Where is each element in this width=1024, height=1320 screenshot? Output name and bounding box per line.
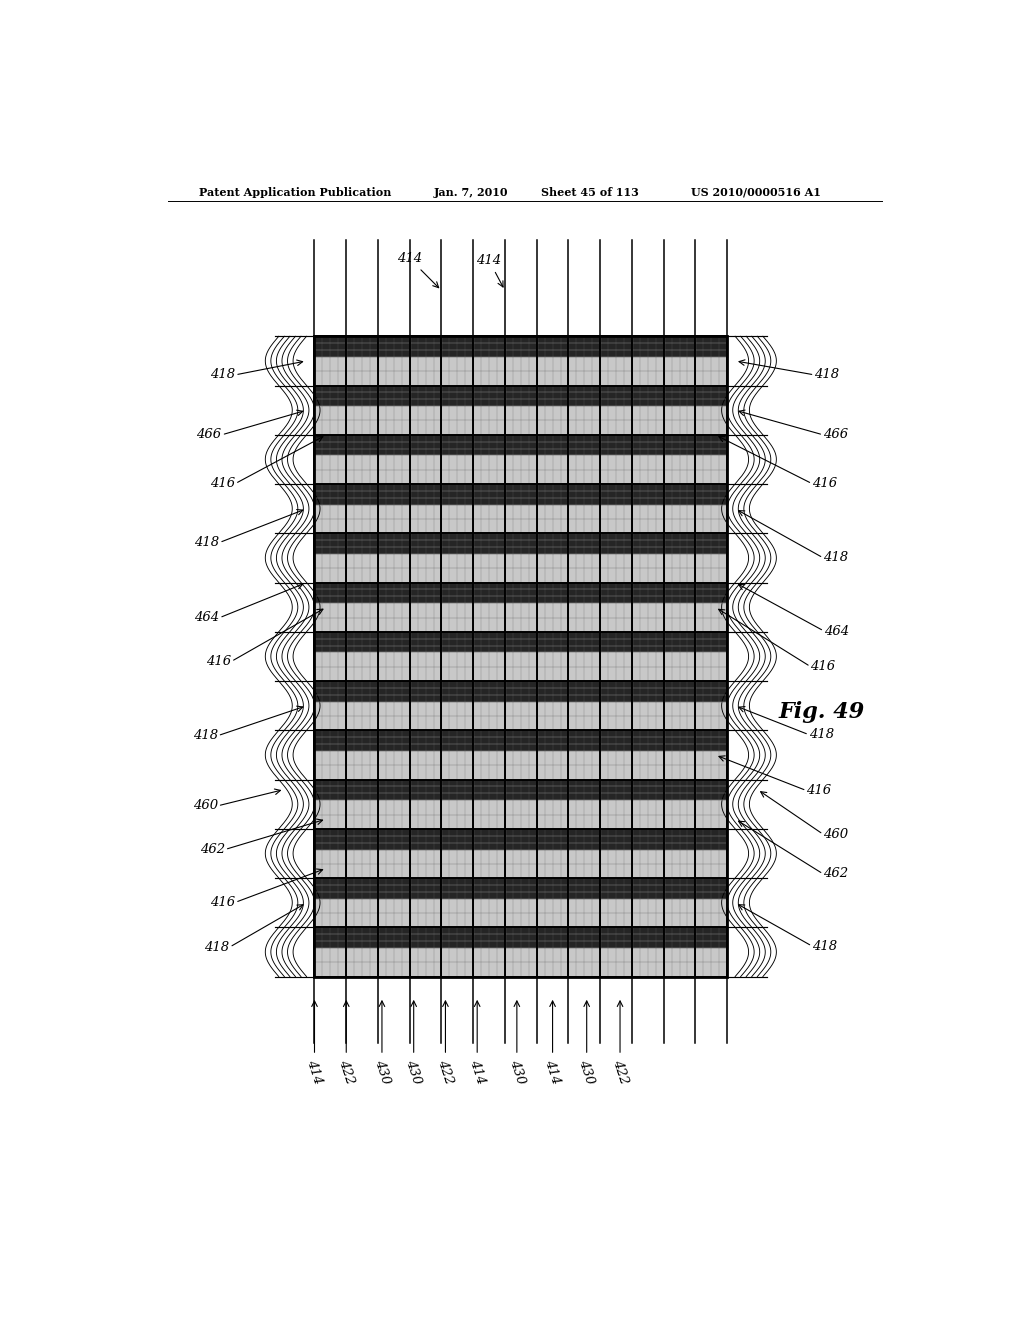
Bar [314, 928, 727, 948]
Text: 430: 430 [403, 1001, 424, 1086]
Bar [314, 702, 727, 730]
Bar [314, 434, 727, 455]
Bar [314, 554, 727, 582]
Text: 414: 414 [543, 1001, 562, 1086]
Bar [314, 632, 727, 652]
Text: Patent Application Publication: Patent Application Publication [200, 187, 392, 198]
Text: 466: 466 [823, 429, 848, 441]
Text: 464: 464 [824, 624, 849, 638]
Bar [314, 455, 727, 484]
Bar [314, 948, 727, 977]
Text: 418: 418 [823, 552, 848, 565]
Text: 422: 422 [336, 1001, 356, 1086]
Bar [314, 484, 727, 504]
Bar [314, 603, 727, 632]
Text: 430: 430 [372, 1001, 392, 1086]
Bar [314, 533, 727, 554]
Bar [314, 337, 727, 977]
Text: 422: 422 [610, 1001, 630, 1086]
Text: 416: 416 [206, 655, 231, 668]
Bar [314, 850, 727, 878]
Text: 460: 460 [823, 828, 848, 841]
Text: Jan. 7, 2010: Jan. 7, 2010 [433, 187, 508, 198]
Text: 460: 460 [193, 800, 218, 812]
Text: 418: 418 [195, 536, 219, 549]
Text: 462: 462 [200, 843, 225, 857]
Text: 466: 466 [197, 429, 221, 441]
Bar [314, 751, 727, 780]
Text: Fig. 49: Fig. 49 [778, 701, 865, 723]
Text: 418: 418 [193, 729, 218, 742]
Text: 416: 416 [210, 896, 236, 909]
Text: 416: 416 [811, 660, 836, 673]
Text: 414: 414 [467, 1001, 487, 1086]
Bar [314, 878, 727, 899]
Text: 414: 414 [476, 255, 503, 286]
Text: 418: 418 [809, 729, 834, 742]
Text: 418: 418 [812, 940, 838, 953]
Text: 430: 430 [507, 1001, 527, 1086]
Text: Sheet 45 of 113: Sheet 45 of 113 [541, 187, 639, 198]
Text: 416: 416 [812, 477, 838, 490]
Text: 418: 418 [814, 368, 840, 381]
Text: 462: 462 [823, 867, 848, 880]
Text: 414: 414 [304, 1001, 325, 1086]
Text: 430: 430 [577, 1001, 597, 1086]
Text: 416: 416 [210, 477, 236, 490]
Text: 414: 414 [397, 252, 438, 288]
Bar [314, 780, 727, 800]
Text: 416: 416 [807, 784, 831, 797]
Bar [314, 730, 727, 751]
Bar [314, 504, 727, 533]
Bar [314, 385, 727, 407]
Text: US 2010/0000516 A1: US 2010/0000516 A1 [691, 187, 821, 198]
Text: 464: 464 [195, 611, 219, 624]
Bar [314, 652, 727, 681]
Text: 418: 418 [205, 941, 229, 953]
Text: 418: 418 [210, 368, 236, 381]
Bar [314, 407, 727, 434]
Bar [314, 582, 727, 603]
Bar [314, 356, 727, 385]
Bar [314, 681, 727, 702]
Bar [314, 829, 727, 850]
Bar [314, 899, 727, 928]
Bar [314, 800, 727, 829]
Bar [314, 337, 727, 356]
Text: 422: 422 [435, 1001, 456, 1086]
